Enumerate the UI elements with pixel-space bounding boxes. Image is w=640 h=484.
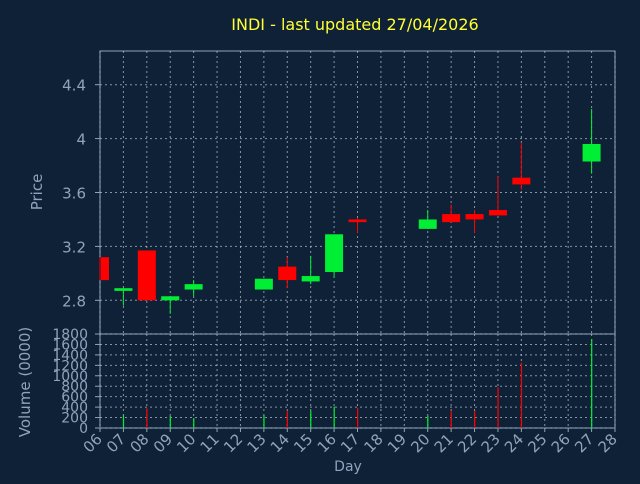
- candle: [114, 288, 133, 306]
- volume-tick-label: 1200: [52, 358, 88, 374]
- candle-body: [301, 276, 320, 282]
- candle-body: [348, 219, 367, 223]
- candle: [99, 257, 109, 281]
- volume-tick-label: 200: [61, 411, 88, 427]
- volume-bar: [310, 410, 312, 428]
- volume-bar: [520, 362, 523, 428]
- volume-bar: [591, 339, 593, 428]
- candle-body: [442, 214, 461, 223]
- x-tick-label: 07: [103, 430, 129, 456]
- volume-bar: [193, 418, 195, 428]
- candle: [582, 108, 601, 174]
- x-tick-label: 18: [361, 430, 387, 456]
- x-tick-label: 08: [126, 430, 152, 456]
- x-tick-label: 09: [150, 430, 176, 456]
- volume-bar: [450, 410, 452, 428]
- candle: [254, 278, 273, 290]
- day-axis-label: Day: [334, 459, 362, 475]
- volume-bar: [122, 414, 125, 428]
- x-tick-label: 24: [501, 430, 527, 456]
- candle: [488, 176, 507, 216]
- candle-body: [512, 177, 531, 185]
- price-tick-label: 4: [76, 131, 86, 149]
- x-tick-label: 16: [314, 430, 340, 456]
- candle-body: [582, 143, 601, 162]
- candle-body: [114, 288, 133, 291]
- volume-bar: [263, 414, 265, 428]
- x-tick-label: 27: [571, 430, 597, 456]
- x-tick-label: 25: [524, 430, 550, 456]
- candle: [301, 255, 320, 285]
- candle-body: [137, 250, 156, 301]
- price-panel: 2.8 3.2 3.6 4 4.4: [62, 50, 616, 335]
- price-tick-label: 3.2: [62, 238, 86, 256]
- volume-bar: [146, 408, 148, 428]
- x-tick-label: 11: [197, 430, 223, 456]
- x-tick-label: 10: [173, 430, 199, 456]
- x-tick-label: 19: [384, 430, 410, 456]
- candle-body: [101, 257, 109, 281]
- candle: [161, 296, 180, 314]
- volume-bar: [286, 410, 288, 428]
- volume-bar: [427, 415, 429, 428]
- candle: [512, 142, 531, 190]
- volume-tick-label: 1600: [52, 337, 88, 353]
- volume-tick-label: 1800: [52, 327, 88, 343]
- x-tick-label: 28: [595, 430, 621, 456]
- price-axis-label: Price: [28, 174, 46, 211]
- candle: [418, 210, 437, 229]
- x-axis: 0607080910111213141516171819202122232425…: [80, 428, 621, 456]
- candle: [442, 204, 461, 223]
- volume-tick-label: 1400: [52, 348, 88, 364]
- x-tick-label: 20: [407, 430, 433, 456]
- price-tick-label: 3.6: [62, 185, 86, 203]
- volume-tick-label: 800: [61, 379, 88, 395]
- candle-body: [465, 214, 484, 220]
- candle: [465, 210, 484, 233]
- candle-body: [418, 219, 437, 229]
- volume-tick-label: 400: [61, 400, 88, 416]
- volume-bar: [474, 410, 476, 428]
- x-tick-label: 13: [243, 430, 269, 456]
- x-tick-label: 17: [337, 430, 363, 456]
- volume-tick-label: 1000: [52, 369, 88, 385]
- candle-body: [278, 266, 297, 281]
- volume-tick-label: 600: [61, 390, 88, 406]
- volume-bar: [357, 408, 359, 428]
- candle-body: [325, 234, 344, 273]
- candle: [278, 257, 297, 289]
- x-tick-label: 21: [431, 430, 457, 456]
- price-tick-label: 2.8: [62, 292, 86, 310]
- x-tick-label: 23: [478, 430, 504, 456]
- candle: [348, 218, 367, 233]
- price-tick-label: 4.4: [62, 77, 86, 95]
- volume-tick-label: 0: [79, 421, 88, 437]
- chart-title: INDI - last updated 27/04/2026: [231, 15, 478, 34]
- candle: [184, 280, 203, 297]
- x-tick-label: 22: [454, 430, 480, 456]
- candle: [137, 250, 156, 301]
- volume-axis-label: Volume (0000): [16, 327, 34, 437]
- volume-bar: [99, 427, 101, 428]
- candle-body: [254, 278, 273, 290]
- x-tick-label: 26: [548, 430, 574, 456]
- x-tick-label: 12: [220, 430, 246, 456]
- volume-bar: [333, 406, 335, 428]
- volume-bar: [497, 387, 499, 428]
- candle: [325, 234, 344, 278]
- candle-body: [184, 284, 203, 290]
- candle-body: [161, 296, 180, 301]
- volume-bar: [169, 415, 171, 428]
- candle-body: [488, 210, 507, 216]
- x-tick-label: 14: [267, 430, 293, 456]
- x-tick-label: 15: [290, 430, 316, 456]
